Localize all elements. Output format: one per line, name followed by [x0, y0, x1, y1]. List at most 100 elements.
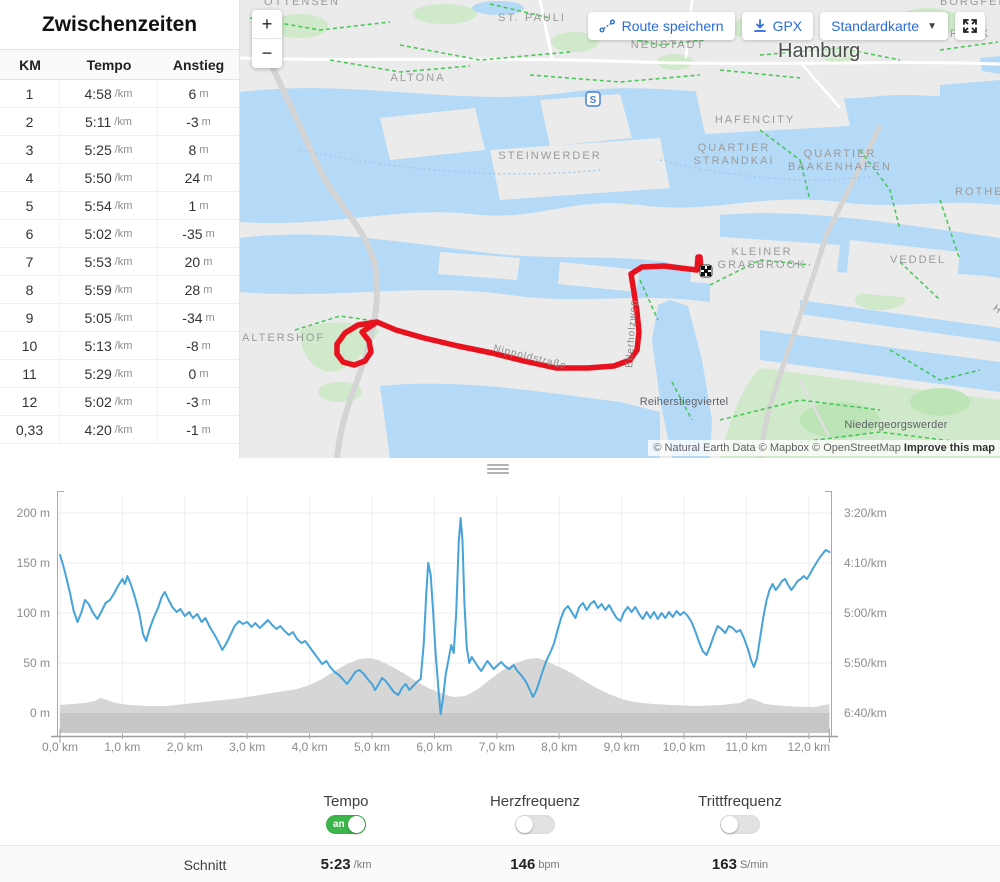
cell-anstieg: -35 m: [182, 225, 215, 242]
minus-icon: −: [261, 43, 273, 63]
splits-title: Zwischenzeiten: [41, 13, 198, 36]
cell-km: 2: [0, 108, 60, 135]
x-axis-tick: 3,0 km: [229, 740, 266, 754]
route-polyline: [334, 254, 709, 371]
bike-paths: [249, 3, 999, 443]
cell-km: 7: [0, 248, 60, 275]
attrib-osm[interactable]: © OpenStreetMap: [812, 442, 901, 454]
cell-anstieg: 20 m: [184, 253, 213, 270]
cell-km: 5: [0, 192, 60, 219]
zoom-in-button[interactable]: +: [252, 10, 282, 39]
cell-tempo: 5:02/km: [60, 220, 158, 247]
cell-tempo: 4:20/km: [60, 416, 158, 443]
y-axis-right-tick: 5:50/km: [844, 656, 887, 670]
svg-text:S: S: [590, 95, 597, 106]
zoom-out-button[interactable]: −: [252, 39, 282, 68]
plus-icon: +: [261, 14, 273, 34]
splits-body: 1 4:58/km 6 m 2 5:11/km -3 m 3 5:25/km 8 m 4 5:50/km 2…: [0, 80, 239, 444]
fullscreen-icon: [963, 19, 977, 33]
x-axis-tick: 5,0 km: [353, 740, 390, 754]
toggle-trittfrequenz: Trittfrequenz: [660, 793, 820, 839]
herzfrequenz-switch[interactable]: [515, 815, 555, 834]
table-row: 1 4:58/km 6 m: [0, 80, 239, 108]
trittfrequenz-switch[interactable]: [720, 815, 760, 834]
x-axis-tick: 2,0 km: [166, 740, 203, 754]
cell-tempo: 5:59/km: [60, 276, 158, 303]
switch-knob: [516, 816, 533, 833]
tempo-switch[interactable]: an: [326, 815, 366, 834]
sbahn-icon: S: [585, 91, 601, 107]
cell-anstieg: 24 m: [184, 169, 213, 186]
cell-km: 9: [0, 304, 60, 331]
y-axis-left-tick: 100 m: [16, 606, 50, 620]
avg-hr-unit: bpm: [538, 858, 560, 871]
switch-state-label: an: [333, 819, 345, 830]
improve-map-link[interactable]: Improve this map: [903, 442, 995, 454]
toggle-tempo: Tempo an: [266, 793, 426, 839]
map-layer-label: Standardkarte: [831, 18, 920, 34]
col-header-anstieg: Anstieg: [172, 56, 225, 73]
cell-anstieg: -3 m: [186, 393, 211, 410]
table-row: 7 5:53/km 20 m: [0, 248, 239, 276]
attrib-mapbox[interactable]: © Mapbox: [758, 442, 809, 454]
zoom-control: + −: [252, 10, 282, 68]
x-axis-tick: 1,0 km: [104, 740, 141, 754]
x-axis-tick: 10,0 km: [662, 740, 706, 754]
table-row: 10 5:13/km -8 m: [0, 332, 239, 360]
cell-km: 12: [0, 388, 60, 415]
y-axis-left-tick: 200 m: [16, 506, 50, 520]
cell-anstieg: -1 m: [186, 421, 211, 438]
col-header-tempo: Tempo: [86, 56, 132, 73]
table-row: 5 5:54/km 1 m: [0, 192, 239, 220]
y-axis-left-tick: 150 m: [16, 556, 50, 570]
table-row: 11 5:29/km 0 m: [0, 360, 239, 388]
save-route-button[interactable]: Route speichern: [587, 12, 735, 40]
drag-handle[interactable]: [487, 462, 509, 476]
cell-tempo: 5:25/km: [60, 136, 158, 163]
avg-cadence-stat: 163 S/min: [660, 846, 820, 882]
cell-km: 1: [0, 80, 60, 107]
x-axis-tick: 9,0 km: [603, 740, 640, 754]
map-layer-button[interactable]: Standardkarte ▼: [820, 12, 948, 40]
panel-divider: [0, 458, 1000, 479]
splits-panel: Zwischenzeiten KM Tempo Anstieg 1 4:58/km…: [0, 0, 240, 458]
col-header-km: KM: [19, 56, 41, 73]
x-axis-tick: 11,0 km: [725, 740, 768, 754]
avg-cadence-value: 163: [711, 856, 737, 873]
x-axis-tick: 7,0 km: [478, 740, 515, 754]
cell-km: 10: [0, 332, 60, 359]
attrib-natural-earth: © Natural Earth Data: [653, 442, 756, 454]
avg-hr-value: 146: [510, 856, 536, 873]
cell-tempo: 5:13/km: [60, 332, 158, 359]
x-axis-tick: 6,0 km: [416, 740, 453, 754]
download-icon: [753, 19, 766, 32]
table-row: 2 5:11/km -3 m: [0, 108, 239, 136]
map-toolbar: Route speichern GPX Standardkarte ▼: [587, 12, 985, 40]
x-axis-tick: 0,0 km: [41, 740, 78, 754]
table-row: 6 5:02/km -35 m: [0, 220, 239, 248]
cell-anstieg: -3 m: [186, 113, 211, 130]
avg-cadence-unit: S/min: [739, 858, 769, 871]
splits-header: KM Tempo Anstieg: [0, 49, 239, 80]
toggle-label: Trittfrequenz: [698, 793, 782, 810]
caret-down-icon: ▼: [927, 20, 937, 32]
cell-anstieg: 28 m: [184, 281, 213, 298]
table-row: 0,33 4:20/km -1 m: [0, 416, 239, 444]
elevation-pace-chart[interactable]: [51, 491, 838, 743]
table-row: 12 5:02/km -3 m: [0, 388, 239, 416]
cell-km: 6: [0, 220, 60, 247]
table-row: 8 5:59/km 28 m: [0, 276, 239, 304]
map-attribution: © Natural Earth Data © Mapbox © OpenStre…: [648, 440, 1000, 456]
avg-pace-unit: /km: [353, 858, 372, 871]
avg-hr-stat: 146 bpm: [455, 846, 615, 882]
city-label: Hamburg: [778, 40, 861, 62]
cell-km: 8: [0, 276, 60, 303]
switch-knob: [348, 816, 365, 833]
fullscreen-button[interactable]: [955, 12, 985, 40]
gpx-button[interactable]: GPX: [741, 12, 814, 40]
cell-tempo: 5:54/km: [60, 192, 158, 219]
